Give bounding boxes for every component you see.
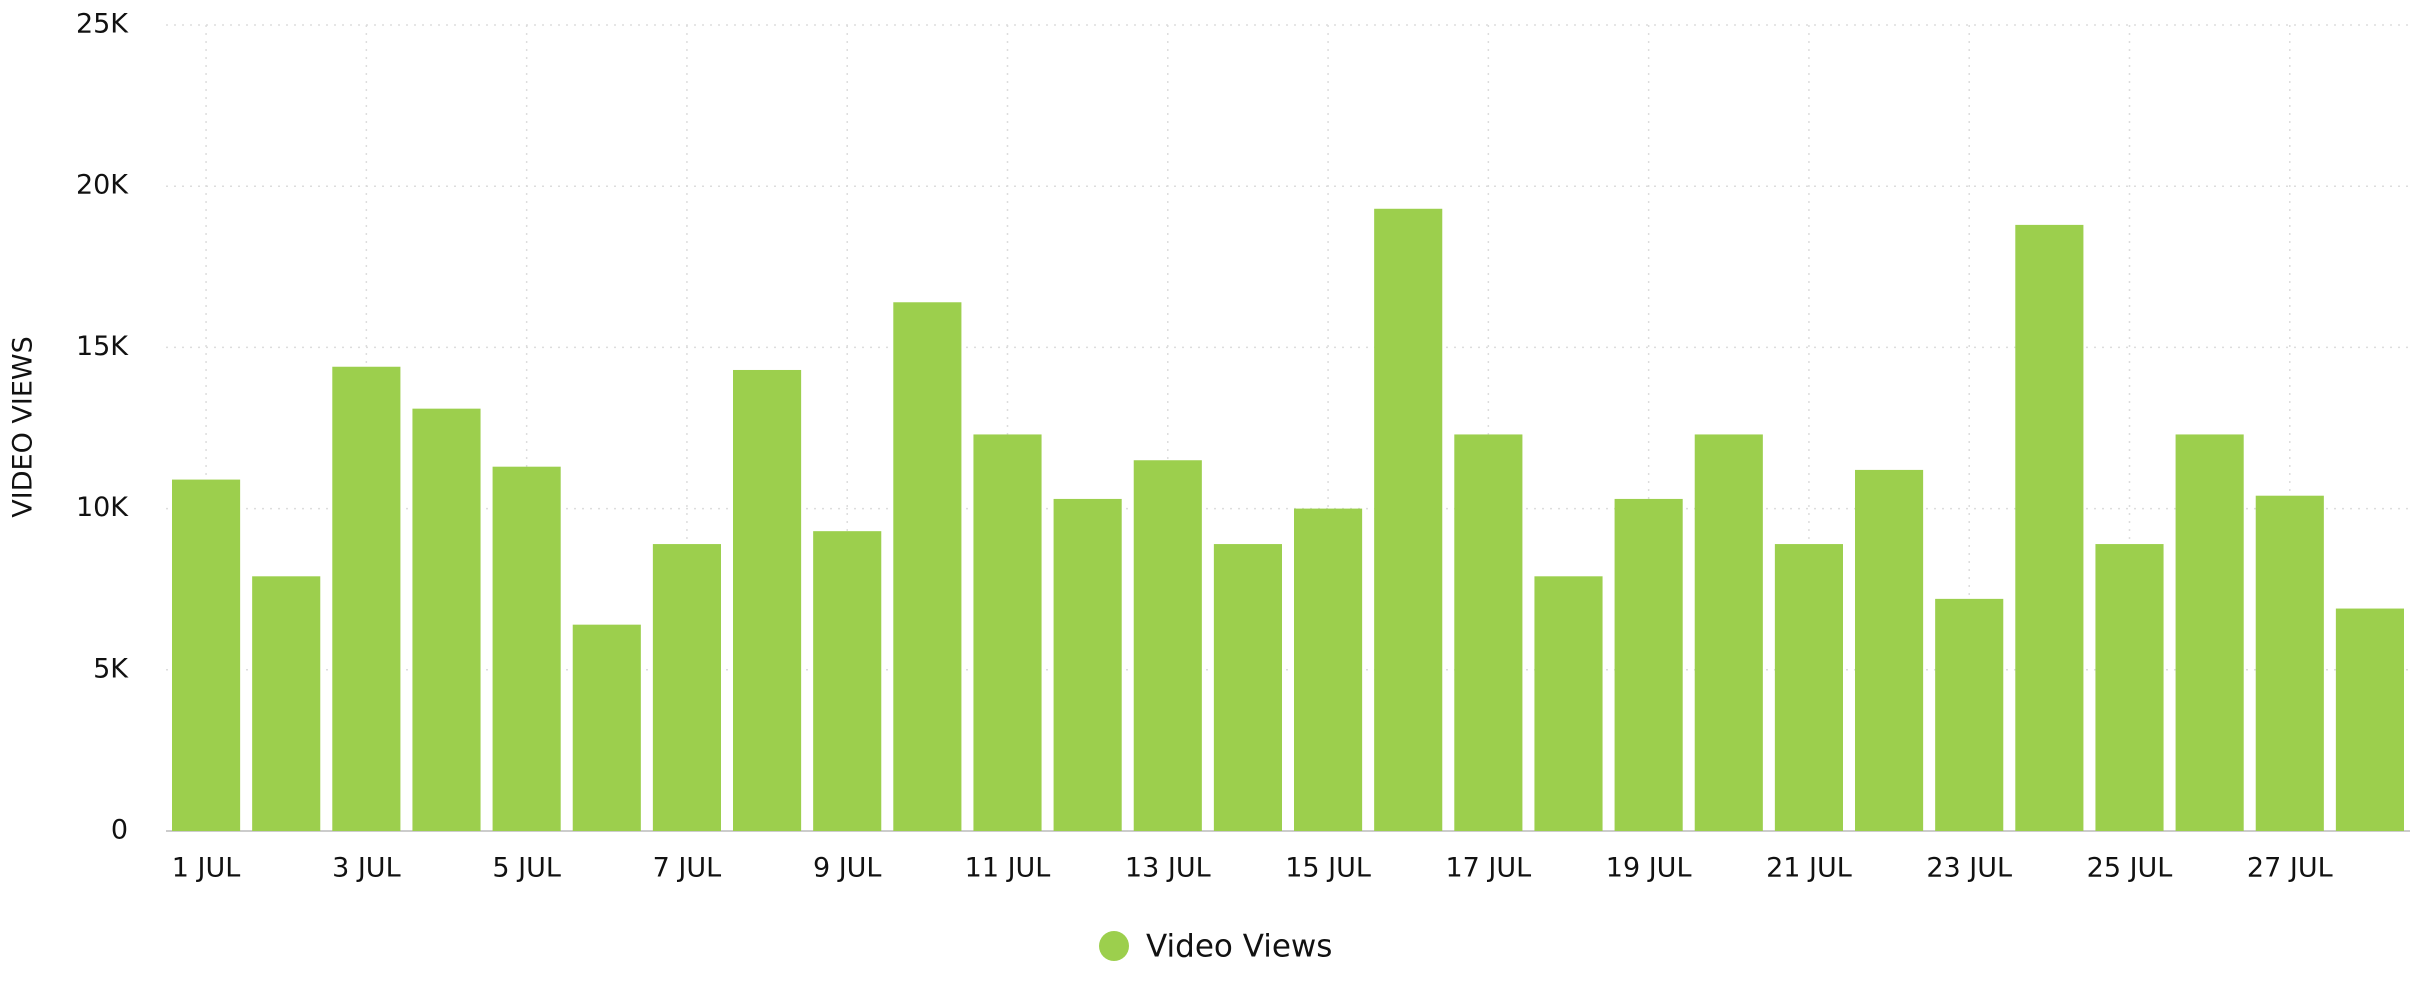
x-tick-label: 19 JUL: [1606, 853, 1692, 884]
y-tick-label: 0: [111, 815, 128, 846]
x-tick-label: 13 JUL: [1125, 853, 1211, 884]
y-tick-label: 5K: [93, 653, 129, 684]
bar: [1534, 576, 1603, 831]
bar: [2255, 495, 2324, 831]
bar: [252, 576, 321, 831]
bar: [1774, 544, 1843, 831]
y-tick-label: 25K: [76, 9, 129, 40]
x-tick-label: 17 JUL: [1445, 853, 1531, 884]
x-tick-label: 3 JUL: [332, 853, 401, 884]
bar: [412, 408, 481, 831]
x-tick-label: 5 JUL: [492, 853, 561, 884]
legend-marker: [1099, 931, 1129, 961]
bar: [1935, 598, 2004, 831]
x-tick-label: 1 JUL: [172, 853, 241, 884]
x-tick-label: 7 JUL: [653, 853, 722, 884]
bar: [1374, 208, 1443, 831]
y-tick-label: 15K: [76, 331, 129, 362]
bar: [1213, 544, 1282, 831]
y-tick-label: 20K: [76, 170, 129, 201]
bar: [1053, 498, 1122, 831]
bar: [652, 544, 721, 831]
bar: [1855, 469, 1924, 831]
bar: [813, 531, 882, 831]
bar: [2335, 608, 2404, 831]
legend-label: Video Views: [1146, 929, 1332, 965]
bar: [973, 434, 1042, 831]
bar: [172, 479, 241, 831]
x-tick-label: 25 JUL: [2087, 853, 2173, 884]
x-tick-label: 9 JUL: [813, 853, 882, 884]
y-axis-label: VIDEO VIEWS: [8, 336, 39, 517]
bar: [2095, 544, 2164, 831]
x-tick-label: 27 JUL: [2247, 853, 2333, 884]
bar: [1294, 508, 1363, 831]
bar: [572, 624, 641, 831]
x-tick-label: 11 JUL: [965, 853, 1051, 884]
y-tick-label: 10K: [76, 492, 129, 523]
bar: [1454, 434, 1523, 831]
bar: [733, 369, 802, 831]
bar: [492, 466, 561, 831]
bar: [2175, 434, 2244, 831]
bar: [1694, 434, 1763, 831]
x-tick-label: 15 JUL: [1285, 853, 1371, 884]
bar: [893, 302, 962, 831]
bar: [332, 366, 401, 831]
x-tick-label: 23 JUL: [1926, 853, 2012, 884]
bar: [2015, 224, 2084, 831]
x-tick-label: 21 JUL: [1766, 853, 1852, 884]
bar: [1614, 498, 1683, 831]
bar: [1133, 460, 1202, 831]
